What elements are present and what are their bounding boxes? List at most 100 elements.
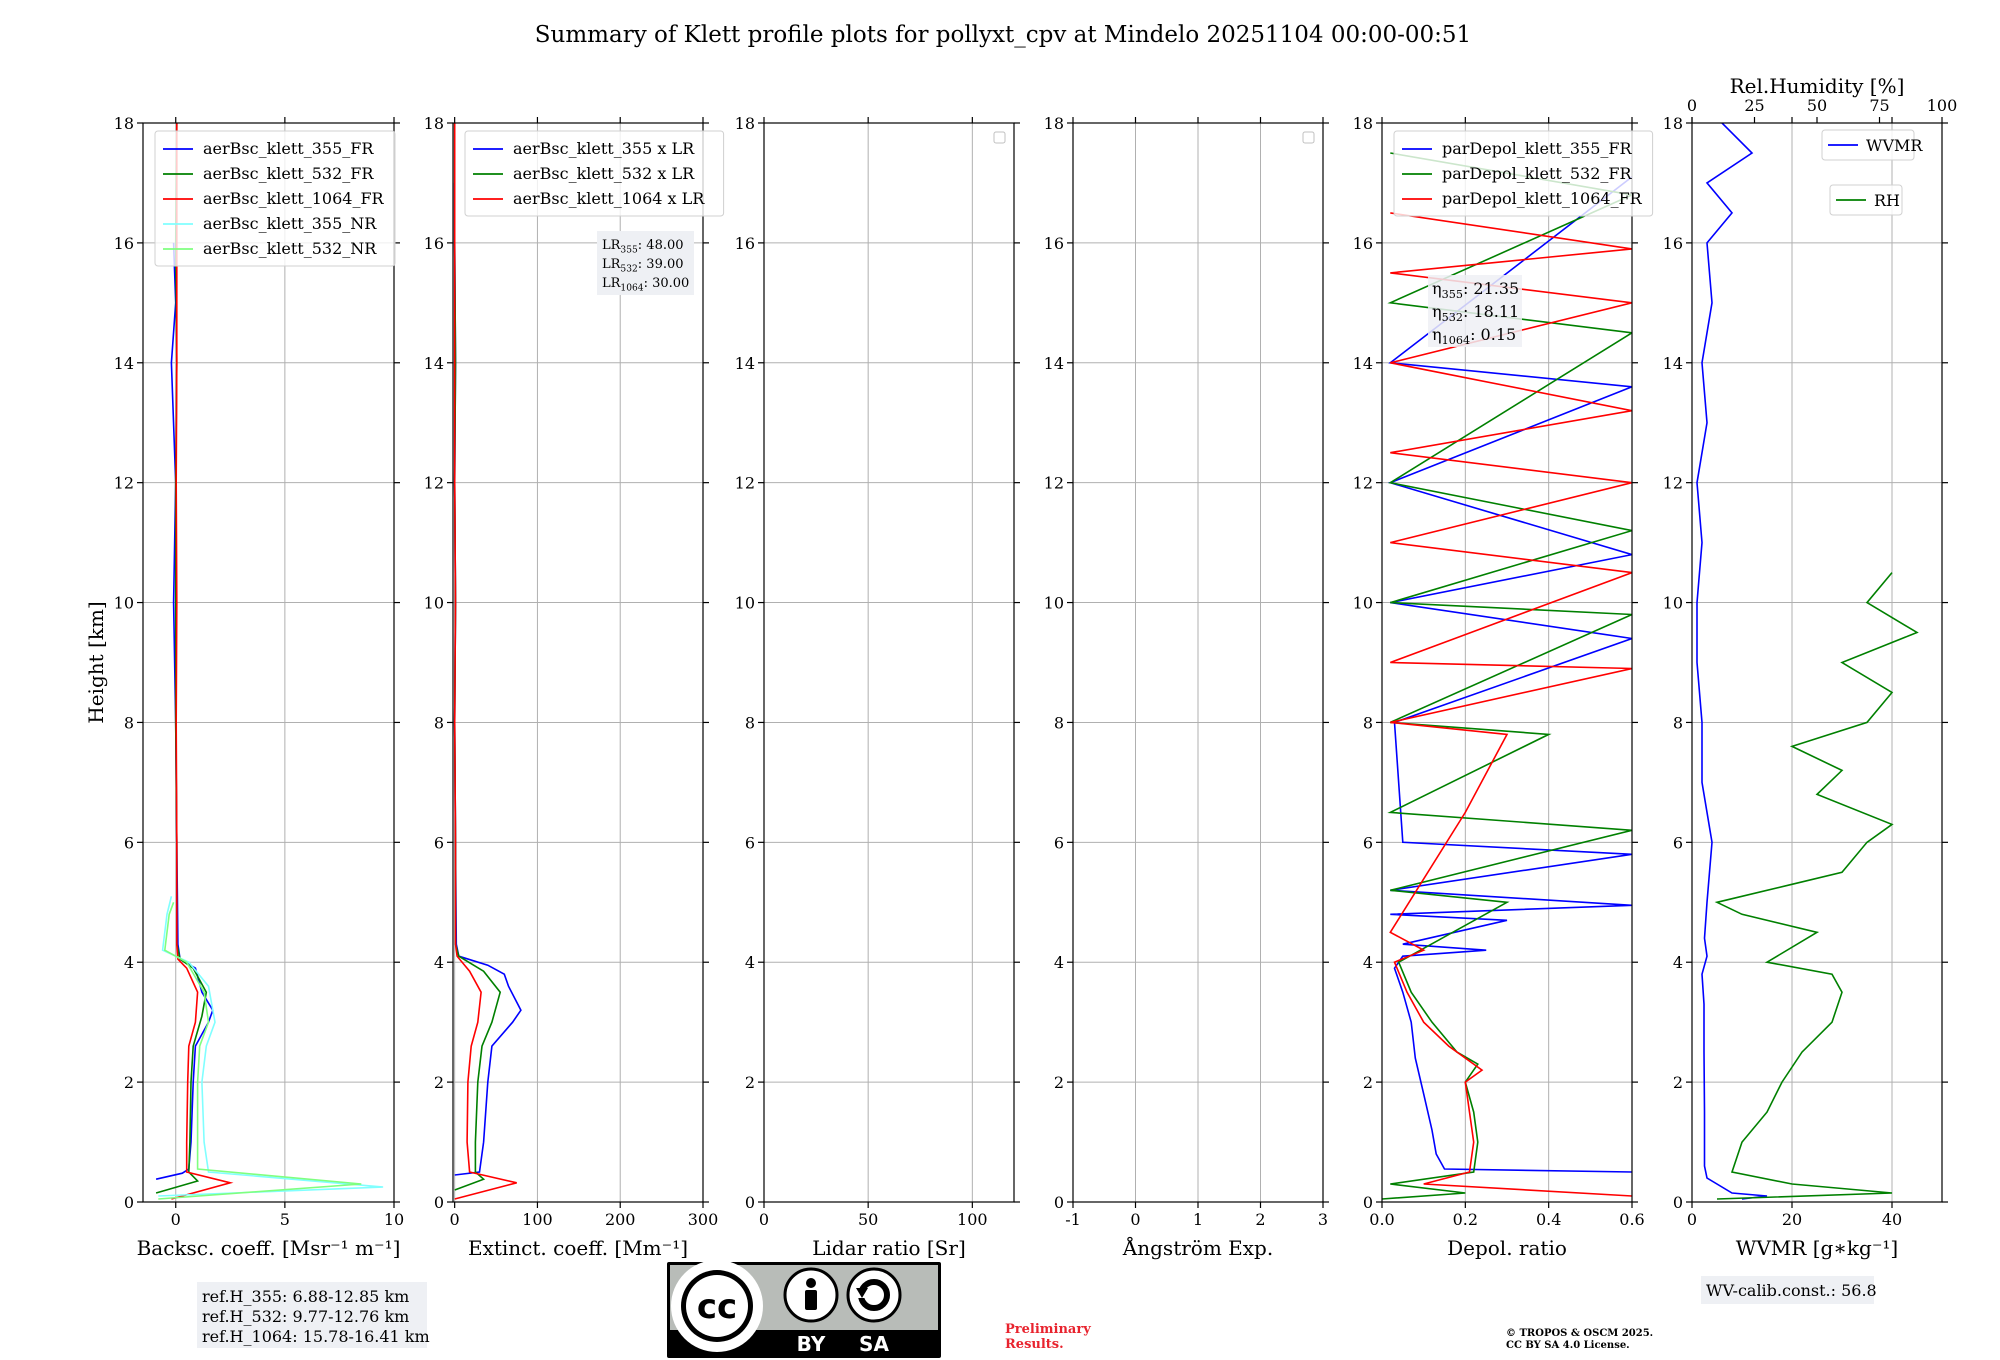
series-line-aerBsc_klett_532_NR — [158, 902, 362, 1200]
axes-frame — [142, 122, 395, 1203]
y-tick-label: 12 — [424, 474, 444, 493]
grid-lines — [1691, 122, 1942, 1203]
x2-tick-label: 100 — [1927, 96, 1958, 115]
annotation-line: ref.H_355: 6.88-12.85 km — [202, 1287, 409, 1306]
annotation-line: η1064: 0.15 — [1432, 325, 1516, 347]
x-tick-label: 3 — [1318, 1210, 1328, 1229]
y-tick-label: 4 — [1673, 953, 1683, 972]
legend: aerBsc_klett_355_FR aerBsc_klett_532_FRae… — [154, 130, 396, 267]
copyright-note: © TROPOS & OSCM 2025. CC BY SA 4.0 Licen… — [1506, 1328, 1653, 1351]
y-tick-label: 16 — [735, 234, 755, 253]
series-line-parDepol_klett_355_FR — [1387, 176, 1632, 1173]
annotation-box — [197, 1282, 427, 1348]
y-tick-label: 8 — [124, 713, 134, 732]
x-tick-label: 0.2 — [1453, 1210, 1478, 1229]
y-tick-label: 4 — [124, 953, 134, 972]
series-line-aerBsc_klett_355_NR — [158, 896, 384, 1197]
series-line-parDepol_klett_532_FR — [1382, 152, 1632, 1200]
legend-label: aerBsc_klett_1064_FR — [203, 189, 385, 208]
legend: aerBsc_klett_355 x LR aerBsc_klett_532 x … — [464, 130, 725, 217]
y-tick-label: 12 — [1663, 474, 1683, 493]
legend-label: aerBsc_klett_355 x LR — [513, 139, 695, 158]
legend-label: WVMR — [1866, 136, 1923, 155]
x-tick-label: 0.0 — [1369, 1210, 1394, 1229]
y-tick-label: 12 — [735, 474, 755, 493]
x-tick-label: 20 — [1782, 1210, 1802, 1229]
annotation-line: LR355: 48.00 — [602, 238, 684, 255]
legend-label: parDepol_klett_532_FR — [1442, 164, 1633, 183]
y-tick-label: 8 — [745, 713, 755, 732]
x-tick-label: 0 — [1687, 1210, 1697, 1229]
preliminary-line-2: Results. — [1005, 1337, 1064, 1352]
legend-label: aerBsc_klett_532_FR — [203, 164, 374, 183]
y-tick-label: 6 — [434, 833, 444, 852]
x-tick-label: 0 — [759, 1210, 769, 1229]
x2-axis-label: Rel.Humidity [%] — [1730, 74, 1905, 98]
preliminary-note: Preliminary Results. — [1005, 1322, 1091, 1352]
x-tick-label: 0 — [1130, 1210, 1140, 1229]
x-axis-label: Lidar ratio [Sr] — [812, 1236, 966, 1260]
y-tick-label: 2 — [1054, 1073, 1064, 1092]
series-line-aerBsc_klett_355 x LR — [453, 182, 522, 1176]
y-tick-label: 16 — [1663, 234, 1683, 253]
y-tick-label: 16 — [1353, 234, 1373, 253]
y-tick-label: 2 — [434, 1073, 444, 1092]
legend-box-WVMR — [1821, 129, 1915, 161]
person-icon — [783, 1267, 839, 1323]
y-tick-label: 0 — [1363, 1193, 1373, 1212]
y-tick-label: 8 — [1673, 713, 1683, 732]
figure-title: Summary of Klett profile plots for polly… — [535, 22, 1471, 48]
legend-label: aerBsc_klett_532 x LR — [513, 164, 695, 183]
y-tick-label: 14 — [1044, 354, 1064, 373]
x-axis-label: Backsc. coeff. [Msr⁻¹ m⁻¹] — [137, 1236, 401, 1260]
panel-backscatter: 0 2 4 6 8 10 12 14 16 18 0 5 10 Backsc. coeff. [Msr⁻¹… — [84, 114, 430, 1348]
share-alike-icon — [846, 1267, 902, 1323]
grid-lines — [763, 122, 1014, 1203]
y-tick-label: 8 — [1363, 713, 1373, 732]
axes-frame — [763, 122, 1015, 1203]
axes-frame — [1381, 122, 1633, 1203]
series-line-RH — [1714, 572, 1919, 1200]
x-tick-label: 0 — [171, 1210, 181, 1229]
annotation-line: LR532: 39.00 — [602, 257, 684, 274]
x-tick-label: 1 — [1193, 1210, 1203, 1229]
panel-lidar_ratio: 0 2 4 6 8 10 12 14 16 18 0 50 100 Lidar ratio [Sr] — [735, 114, 1020, 1260]
x-tick-label: 200 — [605, 1210, 636, 1229]
x-tick-label: 5 — [280, 1210, 290, 1229]
y-tick-label: 0 — [1673, 1193, 1683, 1212]
grid-lines — [1072, 122, 1324, 1203]
legend-label: aerBsc_klett_355_NR — [203, 214, 377, 233]
y-tick-label: 0 — [434, 1193, 444, 1212]
y-tick-label: 14 — [735, 354, 755, 373]
y-tick-label: 10 — [1044, 594, 1064, 613]
x-tick-label: 0.6 — [1619, 1210, 1644, 1229]
annotation-box — [597, 231, 694, 295]
y-tick-label: 4 — [745, 953, 755, 972]
x2-tick-label: 75 — [1869, 96, 1889, 115]
x-axis-label: WVMR [g∗kg⁻¹] — [1736, 1236, 1898, 1260]
y-tick-label: 2 — [1363, 1073, 1373, 1092]
panel-depol: 0 2 4 6 8 10 12 14 16 18 0.0 0.2 0.4 0.6 Depol. ratio p… — [1353, 114, 1654, 1260]
x-tick-label: 100 — [957, 1210, 988, 1229]
y-tick-label: 18 — [1353, 114, 1373, 133]
cc-license-badge[interactable]: cc BY SA — [667, 1260, 941, 1358]
y-tick-label: 2 — [745, 1073, 755, 1092]
series-line-aerBsc_klett_532 x LR — [453, 123, 502, 1191]
series-line-aerBsc_klett_1064_FR — [171, 123, 234, 1200]
preliminary-line-1: Preliminary — [1005, 1322, 1091, 1337]
y-tick-label: 10 — [1663, 594, 1683, 613]
x-tick-label: 0.4 — [1536, 1210, 1561, 1229]
x-axis-label: Ångström Exp. — [1122, 1235, 1273, 1260]
y-tick-label: 6 — [1673, 833, 1683, 852]
y-tick-label: 12 — [1353, 474, 1373, 493]
annotation-line: η355: 21.35 — [1432, 279, 1519, 301]
legend-label: RH — [1874, 191, 1900, 210]
annotation-line: WV-calib.const.: 56.8 — [1706, 1281, 1877, 1300]
y-tick-label: 0 — [124, 1193, 134, 1212]
series-line-parDepol_klett_1064_FR — [1389, 212, 1632, 1197]
series-group — [1382, 152, 1632, 1200]
legend: parDepol_klett_355_FR parDepol_klett_532_… — [1393, 130, 1654, 217]
y-tick-label: 4 — [434, 953, 444, 972]
